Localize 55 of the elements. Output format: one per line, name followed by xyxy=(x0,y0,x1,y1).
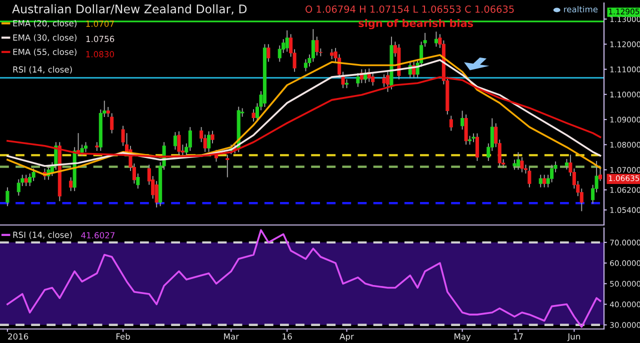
candlestick xyxy=(311,28,315,62)
candlestick xyxy=(356,72,360,88)
x-tick-label: 16 xyxy=(282,333,292,340)
annotation: 1.0707 xyxy=(86,20,114,27)
x-tick-label: 17 xyxy=(514,333,523,340)
candlestick xyxy=(512,159,516,170)
candlestick xyxy=(16,178,20,196)
candlestick xyxy=(315,36,319,56)
candlestick xyxy=(24,174,28,187)
candlestick xyxy=(460,110,464,130)
x-tick-label: Jun xyxy=(567,333,580,342)
candlestick xyxy=(188,126,192,152)
annotation: realtime xyxy=(564,6,598,12)
x-tick-label: Mar xyxy=(224,333,240,340)
candlestick xyxy=(528,166,532,188)
candlestick xyxy=(538,174,542,188)
candlestick xyxy=(382,74,386,88)
legend-label: EMA (55, close) xyxy=(13,48,76,56)
candlestick xyxy=(304,58,308,72)
candlestick xyxy=(464,114,468,146)
line-series xyxy=(6,76,602,158)
chart-title: Australian Dollar/New Zealand Dollar, D xyxy=(12,4,247,15)
candlestick xyxy=(434,31,438,48)
candlestick xyxy=(386,71,390,92)
candlestick xyxy=(266,44,270,62)
candlestick xyxy=(252,108,256,122)
x-tick-label: 2016 xyxy=(8,333,28,340)
line-series xyxy=(6,229,602,328)
annotation: RSI (14, close) xyxy=(13,66,72,74)
x-tick-label: May xyxy=(454,333,471,342)
x-tick-label: Apr xyxy=(340,333,354,342)
candlestick xyxy=(475,132,480,162)
x-tick-label: Feb xyxy=(116,333,130,340)
candlestick xyxy=(330,48,334,60)
candlestick xyxy=(32,168,36,182)
candlestick xyxy=(6,186,10,207)
annotation: 41.6027 xyxy=(81,232,114,238)
candlestick xyxy=(516,152,520,170)
candlestick xyxy=(226,154,230,178)
candlestick xyxy=(564,158,568,170)
annotation: O 1.06794 H 1.07154 L 1.06553 C 1.06635 xyxy=(306,5,514,13)
candlestick xyxy=(177,130,181,156)
candlestick xyxy=(84,142,88,153)
candlestick xyxy=(542,174,546,188)
legend-label: EMA (30, close) xyxy=(13,34,76,42)
legend-label: RSI (14, close) xyxy=(13,232,72,239)
candlestick xyxy=(285,30,289,52)
candlestick xyxy=(449,115,453,132)
candlestick xyxy=(207,130,211,152)
annotation: 1.0756 xyxy=(86,36,114,42)
annotation: 1.0830 xyxy=(86,51,114,58)
legend-label: EMA (20, close) xyxy=(13,20,76,28)
candlestick xyxy=(371,72,375,86)
candlestick xyxy=(173,132,178,150)
candlestick xyxy=(69,176,73,192)
